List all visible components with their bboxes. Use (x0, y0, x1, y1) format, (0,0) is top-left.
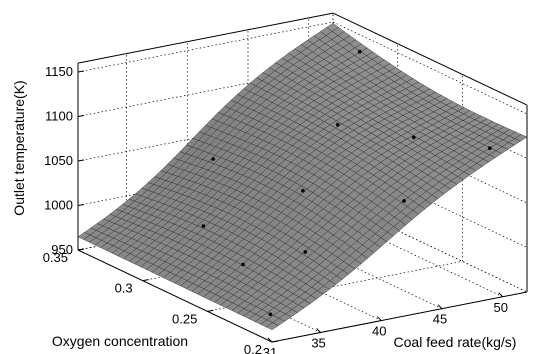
data-point (301, 188, 305, 193)
z-tick-mark (77, 159, 85, 162)
points-layer (201, 49, 492, 317)
y-tick-label: 0.2 (244, 342, 262, 354)
y-tick-mark (142, 279, 149, 282)
x-axis-title: Coal feed rate(kg/s) (394, 334, 517, 350)
data-point (211, 157, 215, 161)
data-point (335, 122, 340, 127)
y-tick-label: 0.25 (172, 311, 197, 326)
data-point (402, 199, 406, 203)
x-tick-mark (376, 316, 382, 321)
x-tick-mark (437, 304, 443, 310)
surface-layer (77, 23, 528, 331)
z-tick-mark (77, 70, 85, 73)
z-axis-title: Outlet temperature(K) (11, 80, 27, 215)
x-tick-label: 45 (433, 312, 447, 327)
z-grid-line (77, 21, 334, 73)
y-tick-mark (77, 248, 85, 251)
z-tick-label: 950 (51, 242, 73, 257)
data-point (357, 49, 362, 54)
x-tick-label: 31 (263, 345, 277, 354)
data-point (241, 262, 245, 267)
top-back-edge (77, 12, 334, 64)
z-tick-label: 1150 (45, 64, 73, 79)
top-right-edge (332, 12, 528, 106)
data-point (412, 135, 416, 140)
x-axis-line (271, 291, 528, 343)
axis-layer: 950 1000 1050 1100 1150 31 35 40 45 50 0.2 0.25 0.3 0… (11, 63, 528, 354)
z-tick-mark (77, 204, 85, 206)
x-tick-mark (498, 292, 504, 298)
z-tick-label: 1050 (44, 153, 73, 168)
data-point (488, 146, 492, 150)
z-tick-mark (77, 115, 85, 117)
data-point (268, 312, 273, 317)
x-tick-label: 50 (493, 300, 507, 315)
x-tick-mark (267, 337, 273, 343)
y-tick-label: 0.35 (43, 250, 68, 265)
y-axis-title: Oxygen concentration (52, 333, 188, 349)
y-tick-label: 0.3 (115, 281, 133, 296)
surface-patch (265, 322, 279, 331)
z-tick-label: 1100 (45, 109, 73, 124)
y-grid-line (207, 260, 463, 312)
y-axis-line (77, 249, 273, 343)
z-tick-label: 1000 (44, 198, 73, 213)
y-tick-mark (271, 340, 279, 343)
y-tick-mark (207, 309, 214, 312)
x-tick-mark (316, 328, 321, 333)
data-point (303, 250, 308, 254)
x-tick-label: 40 (372, 324, 386, 339)
data-point (201, 224, 206, 228)
x-tick-label: 35 (311, 335, 325, 350)
